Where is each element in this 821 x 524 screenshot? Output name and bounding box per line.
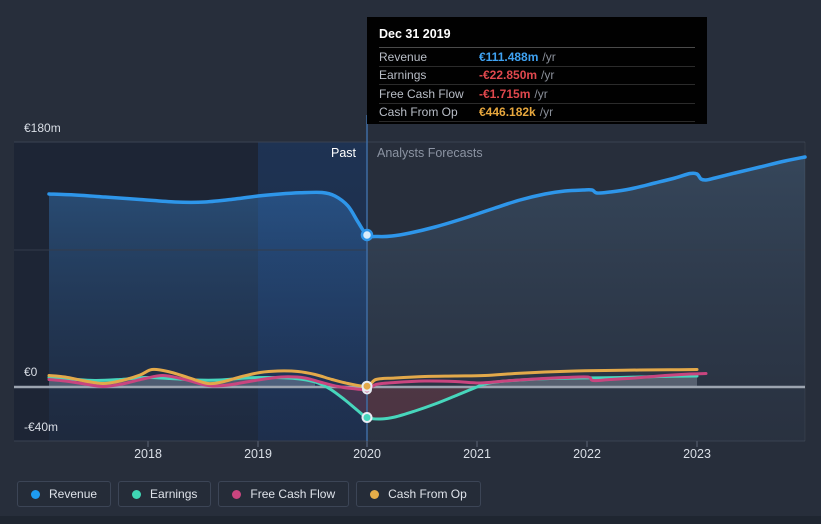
tooltip-row-unit: /yr xyxy=(534,86,548,101)
tooltip-row-unit: /yr xyxy=(539,105,554,120)
series-marker-1[interactable] xyxy=(361,380,373,392)
legend-item-free-cash-flow[interactable]: Free Cash Flow xyxy=(218,481,350,507)
legend-dot-icon xyxy=(132,489,142,499)
tooltip-row-value: €111.488m xyxy=(479,49,539,64)
forecast-region-label: Analysts Forecasts xyxy=(377,146,483,160)
tooltip-row-value: -€22.850m xyxy=(479,68,538,83)
bottom-divider xyxy=(0,516,821,524)
series-marker-3[interactable] xyxy=(360,228,374,242)
past-region-label: Past xyxy=(330,146,356,160)
tooltip-row-label: Earnings xyxy=(379,68,427,83)
x-axis-label-2020: 2020 xyxy=(353,447,381,461)
legend-dot-icon xyxy=(232,489,242,499)
tooltip-row-earnings: Earnings -€22.850m/yr xyxy=(379,67,695,85)
y-axis-label: €180m xyxy=(24,121,61,135)
tooltip-row-revenue: Revenue €111.488m/yr xyxy=(379,48,695,67)
tooltip-date: Dec 31 2019 xyxy=(379,23,695,48)
tooltip-row-value: €446.182k xyxy=(479,105,536,120)
cash-from-op-line[interactable] xyxy=(47,367,699,388)
chart-legend: Revenue Earnings Free Cash Flow Cash From O… xyxy=(17,481,481,507)
legend-item-revenue[interactable]: Revenue xyxy=(17,481,112,507)
x-axis-label-2018: 2018 xyxy=(134,447,162,461)
legend-item-cash-from-op[interactable]: Cash From Op xyxy=(356,481,481,507)
y-axis-label: -€40m xyxy=(24,420,59,434)
legend-dot-icon xyxy=(31,489,40,499)
x-axis-label-2023: 2023 xyxy=(683,447,711,461)
x-axis-label-2019: 2019 xyxy=(244,447,272,461)
x-axis-label-2022: 2022 xyxy=(573,447,601,461)
legend-item-earnings[interactable]: Earnings xyxy=(118,481,212,507)
revenue-line[interactable] xyxy=(47,155,807,239)
legend-label: Cash From Op xyxy=(388,487,467,501)
legend-label: Free Cash Flow xyxy=(250,487,336,501)
free-cash-flow-line[interactable] xyxy=(47,372,708,392)
tooltip-row-free-cash-flow: Free Cash Flow -€1.715m/yr xyxy=(379,85,695,104)
series-marker-2[interactable] xyxy=(361,412,373,423)
tooltip-row-label: Free Cash Flow xyxy=(379,86,464,101)
legend-dot-icon xyxy=(370,489,380,499)
legend-label: Revenue xyxy=(49,487,98,501)
tooltip-row-label: Cash From Op xyxy=(379,105,458,120)
tooltip-row-unit: /yr xyxy=(541,68,555,83)
tooltip-row-unit: /yr xyxy=(542,49,556,64)
legend-label: Earnings xyxy=(150,487,198,501)
chart-tooltip: Dec 31 2019 Revenue €111.488m/yr Earnings -… xyxy=(367,17,707,124)
tooltip-row-cash-from-op: Cash From Op €446.182k/yr xyxy=(379,104,695,122)
y-axis-label: €0 xyxy=(24,365,38,379)
tooltip-row-value: -€1.715m xyxy=(479,86,531,101)
tooltip-row-label: Revenue xyxy=(379,49,428,64)
x-axis-label-2021: 2021 xyxy=(463,447,491,461)
